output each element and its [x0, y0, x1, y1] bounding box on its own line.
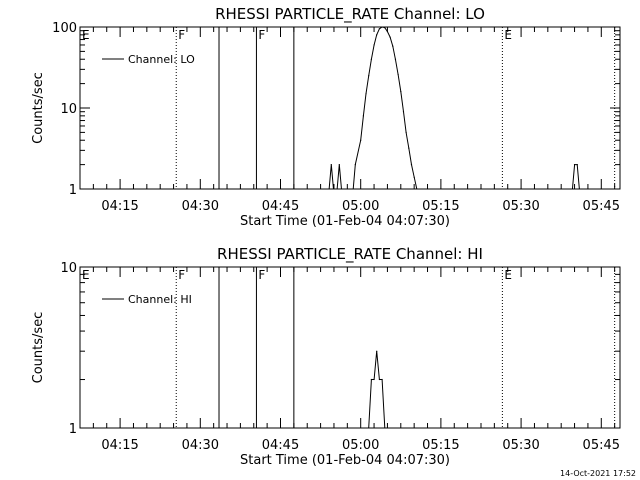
x-tick-label: 05:00	[342, 438, 379, 453]
timestamp-label: 14-Oct-2021 17:52	[560, 469, 636, 478]
x-axis-label: Start Time (01-Feb-04 04:07:30)	[240, 453, 450, 468]
data-point	[400, 90, 402, 93]
data-point	[405, 131, 407, 133]
data-point	[386, 30, 389, 33]
x-tick-label: 04:15	[101, 438, 138, 453]
data-point	[416, 188, 418, 189]
time-marker-label: F	[178, 28, 185, 42]
data-point	[413, 176, 415, 178]
data-point	[368, 75, 370, 77]
data-point	[360, 139, 362, 141]
time-marker-label: E	[82, 268, 90, 282]
x-tick-label: 04:30	[182, 199, 219, 214]
y-tick-label: 10	[60, 261, 77, 276]
time-marker-label: E	[504, 28, 512, 42]
x-tick-label: 05:15	[422, 199, 459, 214]
data-point	[573, 164, 576, 166]
data-point	[370, 378, 372, 381]
y-tick-label: 1	[69, 422, 77, 437]
data-point	[576, 164, 578, 166]
time-marker-label: E	[82, 28, 90, 42]
legend-label: Channel: HI	[128, 293, 192, 306]
x-tick-label: 04:45	[262, 438, 299, 453]
data-point	[338, 164, 340, 166]
data-point	[408, 147, 410, 149]
time-marker-label: F	[178, 268, 185, 282]
series-group	[328, 27, 580, 189]
chart-panel-0: RHESSI PARTICLE_RATE Channel: LO 1 10 100 04…	[31, 5, 621, 229]
plot-frame	[79, 266, 621, 429]
data-point	[397, 73, 399, 75]
data-point	[330, 164, 332, 166]
x-tick-label: 05:30	[502, 199, 539, 214]
x-axis-label: Start Time (01-Feb-04 04:07:30)	[240, 214, 450, 229]
chart-title: RHESSI PARTICLE_RATE Channel: HI	[217, 245, 483, 264]
x-tick-label: 05:30	[502, 438, 539, 453]
series-group	[368, 350, 386, 428]
x-tick-label: 05:45	[583, 438, 620, 453]
y-tick-label: 1	[69, 183, 77, 198]
data-point	[376, 34, 378, 36]
time-marker-label: E	[504, 268, 512, 282]
time-marker-label: F	[258, 28, 265, 42]
x-tick-label: 04:45	[262, 199, 299, 214]
x-tick-label: 04:30	[182, 438, 219, 453]
data-point	[368, 427, 370, 428]
data-point	[354, 164, 356, 166]
y-tick-label: 10	[60, 102, 77, 117]
data-point	[410, 164, 413, 166]
data-point	[373, 44, 375, 46]
data-point	[394, 58, 397, 60]
data-point	[362, 115, 364, 117]
y-tick-label: 100	[52, 21, 77, 36]
x-tick-label: 05:45	[583, 199, 620, 214]
x-tick-label: 05:15	[422, 438, 459, 453]
plot-frame	[79, 26, 621, 190]
chart-title: RHESSI PARTICLE_RATE Channel: LO	[215, 5, 485, 24]
data-point	[392, 45, 394, 47]
data-point	[373, 378, 375, 381]
x-tick-label: 05:00	[342, 199, 379, 214]
series-line-0	[368, 351, 386, 428]
data-point	[389, 36, 391, 38]
data-point	[365, 93, 367, 95]
data-point	[384, 427, 386, 428]
time-marker-label: F	[258, 268, 265, 282]
data-point	[381, 378, 383, 381]
y-axis-label: Counts/sec	[31, 312, 46, 384]
data-point	[402, 111, 405, 113]
data-point	[384, 27, 386, 29]
data-point	[370, 58, 372, 60]
data-point	[378, 378, 381, 381]
chart-panel-1: RHESSI PARTICLE_RATE Channel: HI 1 10 04:15…	[31, 245, 621, 468]
legend-label: Channel: LO	[128, 53, 195, 66]
y-axis-label: Counts/sec	[31, 72, 46, 144]
x-tick-label: 04:15	[101, 199, 138, 214]
data-point	[378, 28, 381, 30]
data-point	[381, 27, 383, 28]
data-point	[376, 350, 378, 352]
